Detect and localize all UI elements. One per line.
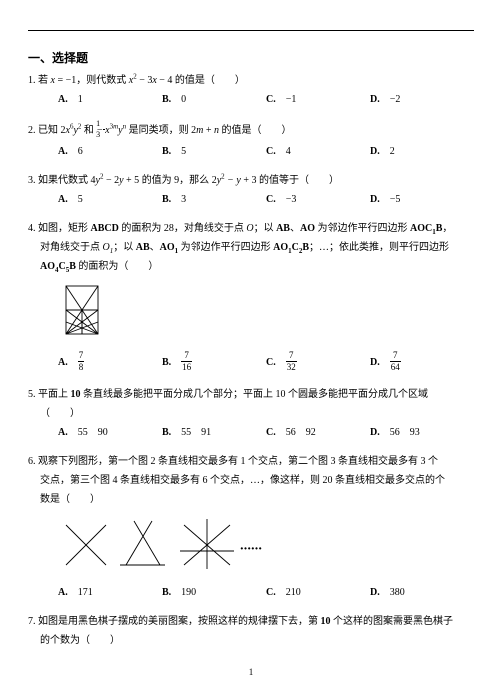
question: 4. 如图，矩形 ABCD 的面积为 28，对角线交于点 O；以 AB、AO 为…	[28, 221, 474, 373]
question: 5. 平面上 10 条直线最多能把平面分成几个部分；平面上 10 个圆最多能把平…	[28, 387, 474, 440]
option-B: B. 0	[162, 92, 266, 107]
option-B: B. 55 91	[162, 425, 266, 440]
options-row: A. 78B. 716C. 732D. 764	[40, 352, 474, 373]
question: 1. 若 x = −1，则代数式 x2 − 3x − 4 的值是（ ） A. 1B…	[28, 73, 474, 107]
option-C: C. 56 92	[266, 425, 370, 440]
figure-rectangle	[58, 282, 128, 344]
question-text-cont: （ ）	[40, 406, 474, 421]
question-text-cont: AO4C5B 的面积为（ ）	[40, 259, 474, 274]
option-D: D. 2	[370, 144, 474, 159]
option-A: A. 6	[58, 144, 162, 159]
question-text-cont: 数是（ ）	[40, 492, 474, 507]
option-C: C. 4	[266, 144, 370, 159]
horizontal-rule	[28, 30, 474, 31]
options-row: A. 5B. 3C. −3D. −5	[40, 192, 474, 207]
option-B: B. 5	[162, 144, 266, 159]
options-row: A. 1B. 0C. −1D. −2	[40, 92, 474, 107]
option-A: A. 78	[58, 352, 162, 373]
question-text-cont: 的个数为（ ）	[40, 633, 474, 648]
option-A: A. 1	[58, 92, 162, 107]
question-text: 6. 观察下列图形，第一个图 2 条直线相交最多有 1 个交点，第二个图 3 条…	[40, 454, 474, 469]
option-A: A. 55 90	[58, 425, 162, 440]
option-A: A. 171	[58, 585, 162, 600]
question-text-cont: 交点，第三个图 4 条直线相交最多有 6 个交点，…，像这样，则 20 条直线相…	[40, 473, 474, 488]
figure-lines: ……	[58, 515, 268, 577]
option-C: C. 210	[266, 585, 370, 600]
question-text: 2. 已知 2x6y2 和 −13x3myn 是同类项，则 2m + n 的值是…	[40, 121, 474, 140]
question-text: 7. 如图是用黑色棋子摆成的美丽图案，按照这样的规律摆下去，第 10 个这样的图…	[40, 614, 474, 629]
question: 6. 观察下列图形，第一个图 2 条直线相交最多有 1 个交点，第二个图 3 条…	[28, 454, 474, 600]
option-B: B. 716	[162, 352, 266, 373]
options-row: A. 171B. 190C. 210D. 380	[40, 585, 474, 600]
svg-text:……: ……	[240, 540, 262, 552]
option-D: D. 380	[370, 585, 474, 600]
question-text: 3. 如果代数式 4y2 − 2y + 5 的值为 9，那么 2y2 − y +…	[40, 173, 474, 188]
question-text: 1. 若 x = −1，则代数式 x2 − 3x − 4 的值是（ ）	[40, 73, 474, 88]
option-B: B. 3	[162, 192, 266, 207]
options-row: A. 6B. 5C. 4D. 2	[40, 144, 474, 159]
option-D: D. 56 93	[370, 425, 474, 440]
question: 2. 已知 2x6y2 和 −13x3myn 是同类项，则 2m + n 的值是…	[28, 121, 474, 159]
option-A: A. 5	[58, 192, 162, 207]
option-D: D. 764	[370, 352, 474, 373]
question-text-cont: 对角线交于点 O1；以 AB、AO1 为邻边作平行四边形 AO1C2B；…；依此…	[40, 240, 474, 255]
option-D: D. −5	[370, 192, 474, 207]
page-number: 1	[28, 666, 474, 680]
section-title: 一、选择题	[28, 49, 474, 67]
question: 7. 如图是用黑色棋子摆成的美丽图案，按照这样的规律摆下去，第 10 个这样的图…	[28, 614, 474, 648]
option-D: D. −2	[370, 92, 474, 107]
option-C: C. −3	[266, 192, 370, 207]
question-text: 5. 平面上 10 条直线最多能把平面分成几个部分；平面上 10 个圆最多能把平…	[40, 387, 474, 402]
option-C: C. 732	[266, 352, 370, 373]
question: 3. 如果代数式 4y2 − 2y + 5 的值为 9，那么 2y2 − y +…	[28, 173, 474, 207]
question-text: 4. 如图，矩形 ABCD 的面积为 28，对角线交于点 O；以 AB、AO 为…	[40, 221, 474, 236]
options-row: A. 55 90B. 55 91C. 56 92D. 56 93	[40, 425, 474, 440]
option-B: B. 190	[162, 585, 266, 600]
option-C: C. −1	[266, 92, 370, 107]
